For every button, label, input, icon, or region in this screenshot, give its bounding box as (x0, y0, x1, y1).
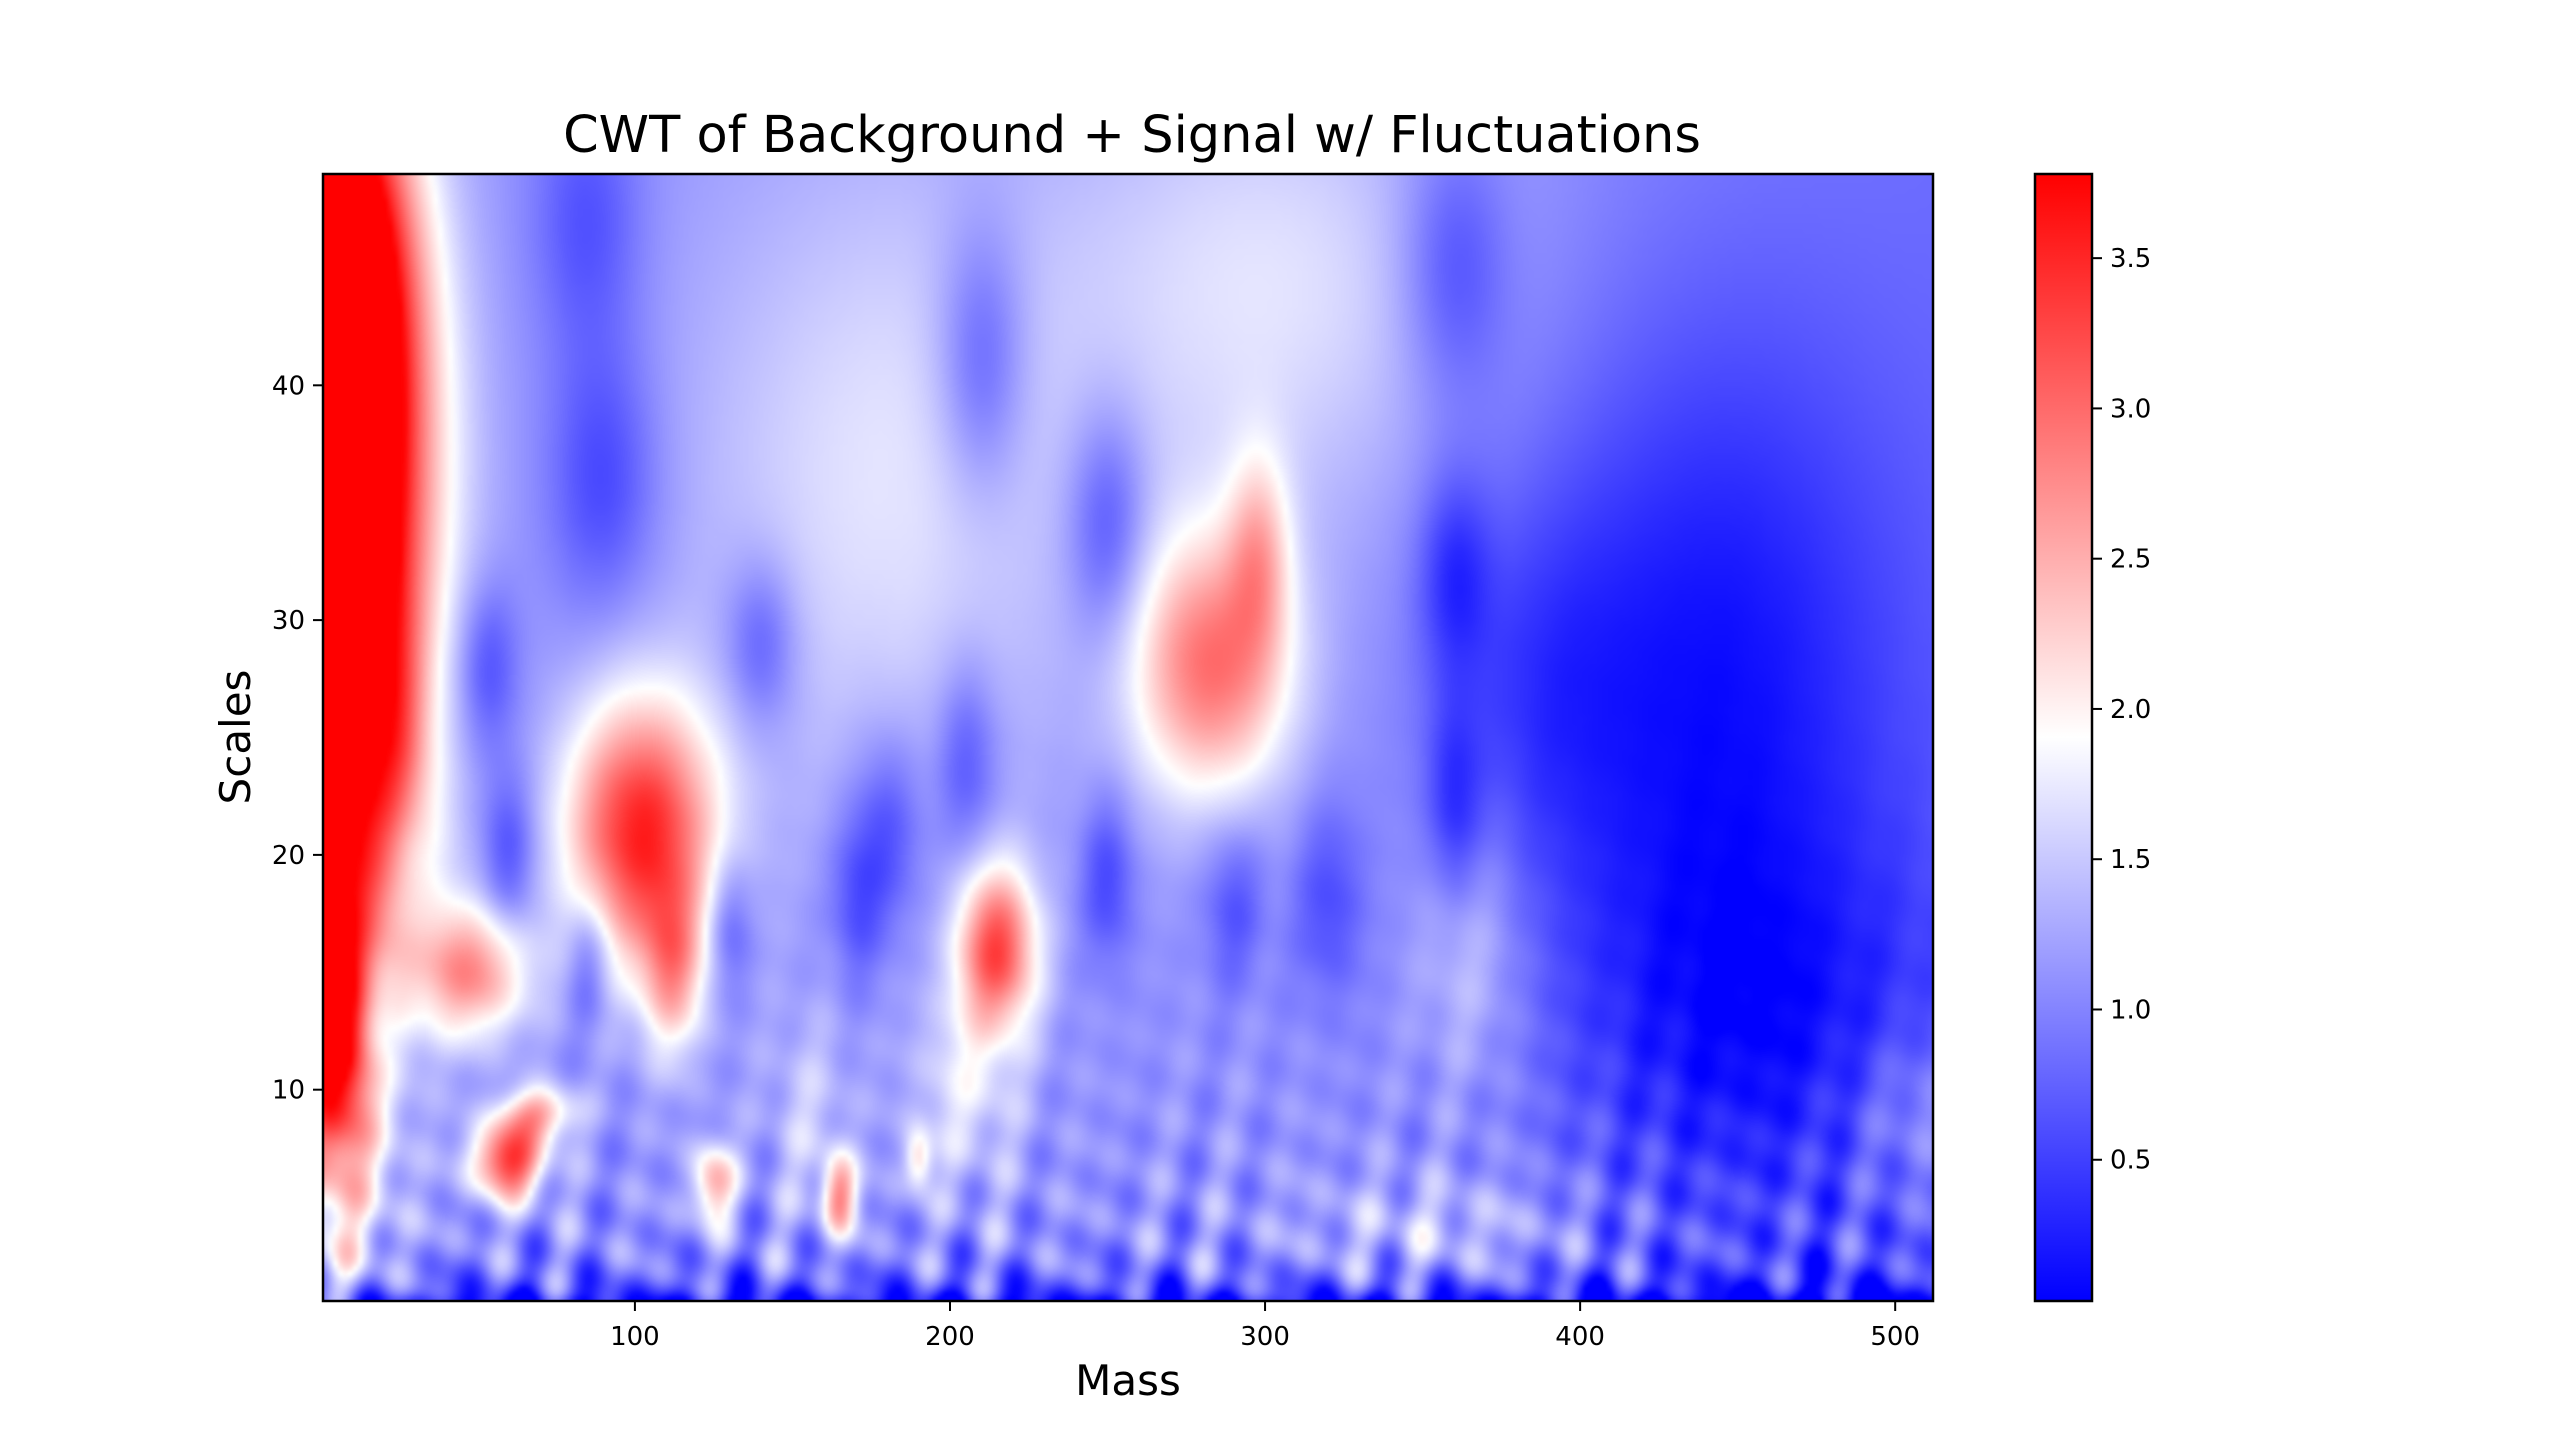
colorbar-tick-label: 0.5 (2110, 1146, 2151, 1176)
y-tick-label: 40 (272, 371, 305, 401)
y-axis-ticks: 10 20 30 40 (272, 371, 323, 1106)
colorbar-ticks: 0.5 1.0 1.5 2.0 2.5 3.0 3.5 (2092, 244, 2151, 1176)
heatmap-image (323, 174, 1933, 1301)
x-axis-ticks: 100 200 300 400 500 (610, 1301, 1920, 1352)
chart-title: CWT of Background + Signal w/ Fluctuatio… (563, 106, 1701, 165)
x-tick-label: 100 (610, 1322, 660, 1352)
y-axis-label: Scales (211, 670, 260, 805)
x-tick-label: 300 (1240, 1322, 1290, 1352)
colorbar: 0.5 1.0 1.5 2.0 2.5 3.0 3.5 (2033, 172, 2151, 1303)
colorbar-tick-label: 3.5 (2110, 244, 2151, 274)
heatmap-plot-area (321, 172, 1935, 1303)
x-tick-label: 200 (925, 1322, 975, 1352)
colorbar-tick-label: 1.0 (2110, 995, 2151, 1025)
colorbar-tick-label: 2.0 (2110, 695, 2151, 725)
y-tick-label: 20 (272, 841, 305, 871)
y-tick-label: 10 (272, 1076, 305, 1106)
x-tick-label: 400 (1555, 1322, 1605, 1352)
plot-frame (321, 172, 1935, 1303)
colorbar-tick-label: 1.5 (2110, 845, 2151, 875)
colorbar-tick-label: 3.0 (2110, 394, 2151, 424)
colorbar-gradient (2033, 172, 2094, 1303)
x-axis-label: Mass (1075, 1356, 1181, 1405)
colorbar-tick-label: 2.5 (2110, 545, 2151, 575)
y-tick-label: 30 (272, 606, 305, 636)
x-tick-label: 500 (1870, 1322, 1920, 1352)
